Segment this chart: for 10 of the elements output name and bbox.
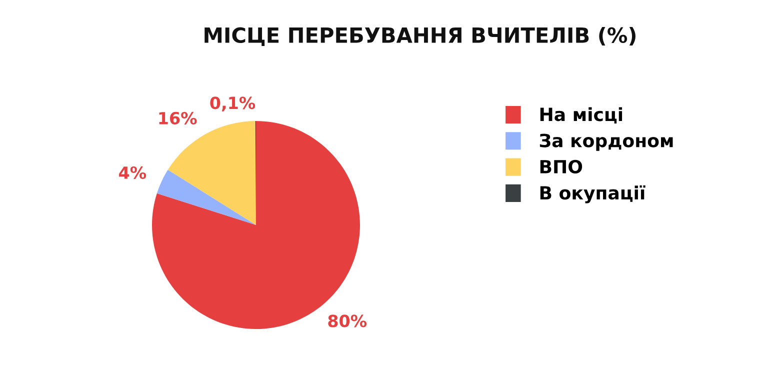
data-label: 16% xyxy=(159,112,197,124)
data-label: 80% xyxy=(328,314,367,328)
chart-title: МІСЦЕ ПЕРЕБУВАННЯ ВЧИТЕЛІВ (%) xyxy=(204,26,636,46)
data-label: 4% xyxy=(119,166,146,180)
legend-label: ВПО xyxy=(540,160,582,174)
data-label: 0,1% xyxy=(210,96,256,112)
pie-slice xyxy=(156,170,256,225)
legend-label: В окупації xyxy=(540,185,646,204)
legend-label: На місці xyxy=(540,107,622,124)
legend-label: За кордоном xyxy=(540,134,673,151)
